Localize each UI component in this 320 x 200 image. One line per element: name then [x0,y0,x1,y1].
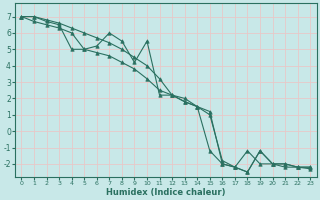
X-axis label: Humidex (Indice chaleur): Humidex (Indice chaleur) [106,188,226,197]
